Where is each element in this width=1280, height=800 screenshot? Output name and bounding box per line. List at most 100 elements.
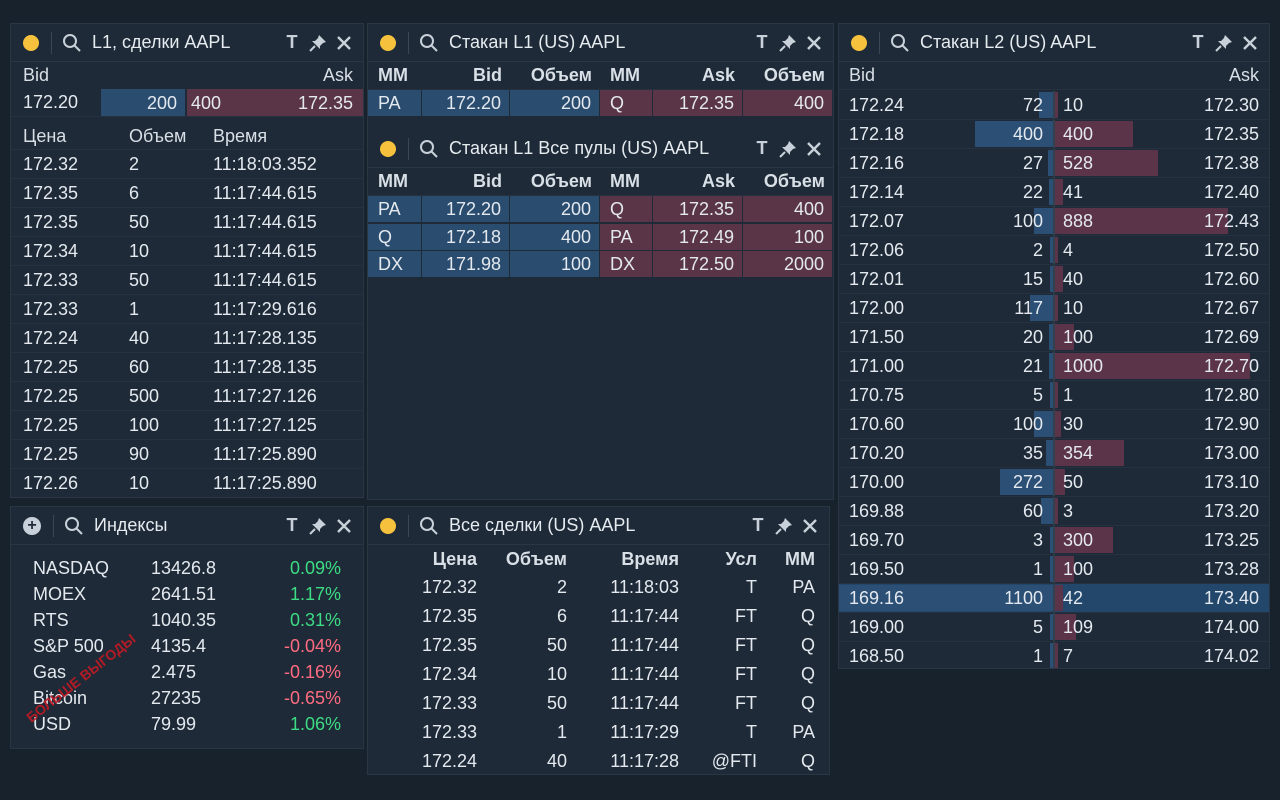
book-row[interactable]: PA 172.20 200 Q 172.35 400 — [368, 196, 833, 223]
l2-row[interactable]: 170.60 100 30 172.90 — [839, 410, 1269, 439]
search-icon[interactable] — [419, 516, 439, 536]
cell-volume: 500 — [129, 385, 160, 406]
font-icon[interactable]: T — [756, 32, 768, 52]
pin-icon[interactable] — [307, 32, 329, 54]
index-row[interactable]: RTS 1040.35 0.31% — [11, 607, 363, 633]
pin-icon[interactable] — [777, 138, 799, 160]
l2-row[interactable]: 172.24 72 10 172.30 — [839, 91, 1269, 120]
table-row[interactable]: 172.25 60 11:17:28.135 — [11, 353, 363, 382]
ask-size-bar — [1055, 440, 1124, 466]
table-row[interactable]: 172.32 2 11:18:03.352 — [11, 150, 363, 179]
search-icon[interactable] — [890, 33, 910, 53]
l2-row[interactable]: 172.01 15 40 172.60 — [839, 265, 1269, 294]
l2-row[interactable]: 172.06 2 4 172.50 — [839, 236, 1269, 265]
bid-size: 20 — [1022, 326, 1043, 347]
l2-row[interactable]: 168.50 1 7 174.02 — [839, 642, 1269, 668]
cell-condition: T — [746, 577, 757, 597]
table-row[interactable]: 172.24 40 11:17:28.135 — [11, 324, 363, 353]
cell-mm: Q — [800, 751, 815, 771]
index-row[interactable]: MOEX 2641.51 1.17% — [11, 581, 363, 607]
table-row[interactable]: 172.25 100 11:17:27.125 — [11, 411, 363, 440]
index-row[interactable]: S&P 500 4135.4 -0.04% — [11, 633, 363, 659]
book-l1-all-titlebar[interactable]: Стакан L1 Все пулы (US) AAPL T — [368, 130, 833, 168]
l2-row[interactable]: 172.14 22 41 172.40 — [839, 178, 1269, 207]
book-row[interactable]: Q 172.18 400 PA 172.49 100 — [368, 223, 833, 251]
l2-row[interactable]: 169.00 5 109 174.00 — [839, 613, 1269, 642]
link-color-dot[interactable] — [23, 34, 39, 51]
table-row[interactable]: 172.34 10 11:17:44.615 — [11, 237, 363, 266]
table-row[interactable]: 172.34 10 11:17:44 FT Q — [368, 660, 829, 689]
table-row[interactable]: 172.25 90 11:17:25.890 — [11, 440, 363, 469]
book-col-1: Bid — [473, 65, 502, 85]
table-row[interactable]: 172.24 40 11:17:28 @FTI Q — [368, 747, 829, 774]
table-row[interactable]: 172.35 6 11:17:44.615 — [11, 179, 363, 208]
bid-size: 15 — [1022, 268, 1043, 289]
table-row[interactable]: 172.35 50 11:17:44 FT Q — [368, 631, 829, 660]
pin-icon[interactable] — [1213, 32, 1235, 54]
pin-icon[interactable] — [773, 515, 795, 537]
link-color-dot[interactable] — [851, 34, 867, 51]
l2-row[interactable]: 172.07 100 888 172.43 — [839, 207, 1269, 236]
table-row[interactable]: 172.33 1 11:17:29.616 — [11, 295, 363, 324]
l2-row[interactable]: 172.16 27 528 172.38 — [839, 149, 1269, 178]
l2-row[interactable]: 169.50 1 100 173.28 — [839, 555, 1269, 584]
l2-row[interactable]: 170.00 272 50 173.10 — [839, 468, 1269, 497]
bid-price: 168.50 — [849, 645, 905, 666]
close-icon[interactable] — [333, 515, 355, 537]
pin-icon[interactable] — [307, 515, 329, 537]
l2-row[interactable]: 170.75 5 1 172.80 — [839, 381, 1269, 410]
l2-row[interactable]: 169.70 3 300 173.25 — [839, 526, 1269, 555]
center-divider — [1053, 381, 1055, 409]
search-icon[interactable] — [64, 516, 84, 536]
l2-row[interactable]: 172.18 400 400 172.35 — [839, 120, 1269, 149]
font-icon[interactable]: T — [752, 515, 764, 535]
l2-row[interactable]: 172.00 117 10 172.67 — [839, 294, 1269, 323]
all-trades-titlebar[interactable]: Все сделки (US) AAPL T — [368, 507, 829, 545]
close-icon[interactable] — [803, 138, 825, 160]
l2-row[interactable]: 169.88 60 3 173.20 — [839, 497, 1269, 526]
table-row[interactable]: 172.33 50 11:17:44 FT Q — [368, 689, 829, 718]
index-row[interactable]: USD 79.99 1.06% — [11, 711, 363, 737]
font-icon[interactable]: T — [1192, 32, 1204, 52]
table-row[interactable]: 172.32 2 11:18:03 T PA — [368, 573, 829, 602]
indices-titlebar[interactable]: + Индексы T — [11, 507, 363, 545]
search-icon[interactable] — [419, 139, 439, 159]
book-row[interactable]: PA 172.20 200 Q 172.35 400 — [368, 90, 833, 117]
close-icon[interactable] — [803, 32, 825, 54]
add-icon[interactable]: + — [23, 516, 41, 535]
table-row[interactable]: 172.25 500 11:17:27.126 — [11, 382, 363, 411]
table-row[interactable]: 172.33 50 11:17:44.615 — [11, 266, 363, 295]
l1-trades-titlebar[interactable]: L1, сделки AAPL T — [11, 24, 363, 62]
cell-value: PA — [610, 226, 633, 247]
link-color-dot[interactable] — [380, 34, 396, 51]
l2-row[interactable]: 170.20 35 354 173.00 — [839, 439, 1269, 468]
index-row[interactable]: Bitcoin 27235 -0.65% — [11, 685, 363, 711]
table-row[interactable]: 172.35 6 11:17:44 FT Q — [368, 602, 829, 631]
book-l1-titlebar[interactable]: Стакан L1 (US) AAPL T — [368, 24, 833, 62]
table-row[interactable]: 172.35 50 11:17:44.615 — [11, 208, 363, 237]
search-icon[interactable] — [62, 33, 82, 53]
book-row[interactable]: DX 171.98 100 DX 172.50 2000 — [368, 251, 833, 278]
font-icon[interactable]: T — [286, 32, 298, 52]
bid-size-bar — [975, 121, 1053, 147]
table-row[interactable]: 172.26 10 11:17:25.890 — [11, 469, 363, 497]
link-color-dot[interactable] — [380, 517, 396, 534]
pin-icon[interactable] — [777, 32, 799, 54]
l2-row[interactable]: 171.00 21 1000 172.70 — [839, 352, 1269, 381]
close-icon[interactable] — [799, 515, 821, 537]
search-icon[interactable] — [419, 33, 439, 53]
close-icon[interactable] — [1239, 32, 1261, 54]
l2-row[interactable]: 171.50 20 100 172.69 — [839, 323, 1269, 352]
close-icon[interactable] — [333, 32, 355, 54]
index-row[interactable]: NASDAQ 13426.8 0.09% — [11, 555, 363, 581]
book-l2-titlebar[interactable]: Стакан L2 (US) AAPL T — [839, 24, 1269, 62]
link-color-dot[interactable] — [380, 140, 396, 157]
index-row[interactable]: Gas 2.475 -0.16% — [11, 659, 363, 685]
font-icon[interactable]: T — [286, 515, 298, 535]
ask-size-bar — [1055, 353, 1250, 379]
font-icon[interactable]: T — [756, 138, 768, 158]
bid-size-bar — [1049, 179, 1053, 205]
table-row[interactable]: 172.33 1 11:17:29 T PA — [368, 718, 829, 747]
l2-row[interactable]: 169.16 1100 42 173.40 — [839, 584, 1269, 613]
col-time: Время — [213, 126, 268, 146]
